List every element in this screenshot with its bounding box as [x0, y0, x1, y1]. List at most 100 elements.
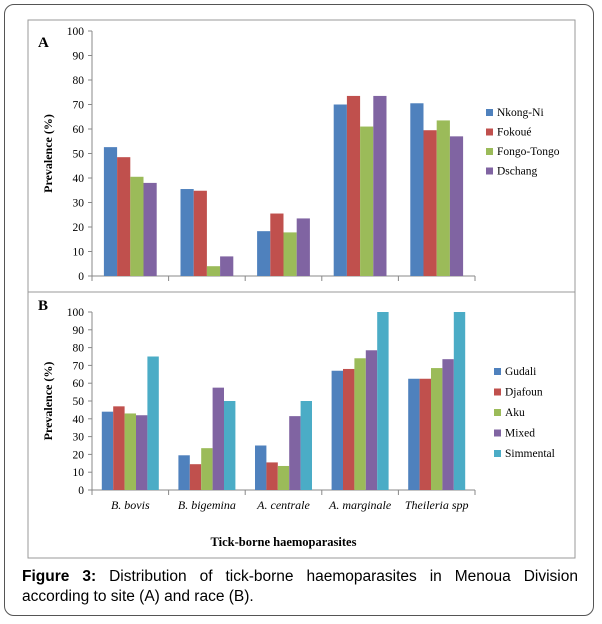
panel-a-y-tick-label: 30 — [73, 198, 85, 210]
panel-a-bar — [423, 130, 437, 276]
panel-a-y-tick-label: 40 — [73, 173, 85, 185]
panel-b-y-tick-label: 40 — [73, 414, 85, 426]
panel-b-bar — [212, 387, 224, 490]
panel-a-y-tick-label: 50 — [73, 149, 85, 161]
panel-b-legend-label: Djafoun — [505, 387, 543, 399]
panel-b-legend-label: Aku — [505, 407, 525, 419]
panel-b-bar — [419, 378, 431, 490]
panel-b-y-tick-label: 10 — [73, 467, 85, 479]
panel-b-bar — [147, 356, 159, 490]
panel-a-legend-label: Dschang — [497, 166, 537, 178]
panel-b-legend-label: Mixed — [505, 428, 535, 440]
panel-b-bar — [136, 415, 148, 490]
figure-caption: Figure 3: Distribution of tick-borne hae… — [22, 567, 578, 607]
panel-b-y-axis-label: Prevalence (%) — [41, 362, 55, 441]
panel-a-bar — [373, 95, 387, 276]
panel-a-bar — [333, 104, 347, 276]
panel-a-y-tick-label: 60 — [73, 124, 85, 136]
panel-a-bar — [220, 256, 234, 276]
panel-a-y-tick-label: 100 — [67, 26, 85, 38]
panel-b-bar — [431, 368, 443, 490]
panel-b-legend-swatch — [494, 450, 501, 457]
panel-b-bar — [224, 401, 236, 490]
panel-a-y-tick-label: 0 — [78, 271, 84, 283]
panel-b-bar — [408, 378, 420, 490]
panel-a-bar — [449, 136, 464, 276]
panel-a-y-axis-label: Prevalence (%) — [41, 114, 55, 193]
panel-b-bar — [266, 462, 278, 490]
panel-b-bar — [365, 350, 378, 490]
panel-a-bar — [257, 231, 271, 276]
panel-b-bar — [354, 358, 366, 490]
panel-b-bar — [331, 370, 343, 490]
panel-b-legend-swatch — [494, 388, 501, 396]
panel-b-bar — [201, 448, 213, 490]
panel-a-legend-swatch — [486, 167, 493, 175]
panel-b-y-tick-label: 80 — [73, 343, 85, 355]
panel-b-bar — [377, 312, 389, 490]
panel-b-x-axis-label: Tick-borne haemoparasites — [211, 535, 357, 549]
panel-b-bar — [343, 368, 355, 490]
panel-b-y-tick-label: 20 — [73, 449, 85, 461]
panel-b-x-tick-label: B. bovis — [111, 498, 150, 512]
panel-a-legend-swatch — [486, 128, 493, 136]
panel-b-legend-swatch — [494, 429, 501, 437]
panel-b-bar — [453, 312, 466, 490]
panel-b-y-tick-label: 0 — [78, 485, 84, 497]
panel-b-bar — [277, 465, 290, 490]
panel-a-bar — [270, 213, 284, 276]
panel-b-bar — [113, 406, 125, 490]
caption-label: Figure 3: — [22, 568, 97, 585]
panel-b-bar — [255, 445, 267, 490]
panel-a-bar — [436, 120, 450, 276]
panel-b-legend-label: Simmental — [505, 448, 555, 460]
panel-a-legend-label: Nkong-Ni — [497, 107, 544, 119]
panel-a-bar — [117, 157, 131, 276]
panel-b-letter: B — [38, 298, 48, 314]
panel-b-y-tick-label: 90 — [73, 325, 85, 337]
panel-a-legend-swatch — [486, 109, 493, 116]
panel-b-bar — [178, 455, 190, 490]
panel-b-x-tick-label: B. bigemina — [178, 498, 236, 512]
panel-b-y-tick-label: 60 — [73, 378, 85, 390]
panel-a-y-tick-label: 80 — [73, 75, 85, 87]
panel-b-legend-label: Gudali — [505, 366, 536, 378]
panel-b-y-tick-label: 70 — [73, 360, 85, 372]
panel-a-legend-label: Fokoué — [497, 127, 532, 139]
panel-b-y-tick-label: 30 — [73, 432, 85, 444]
panel-a-bar — [206, 266, 221, 276]
panel-a-bar — [296, 218, 310, 276]
panel-b-y-tick-label: 50 — [73, 396, 85, 408]
panel-a-legend-swatch — [486, 148, 493, 155]
panel-b-y-tick-label: 100 — [67, 307, 85, 319]
panel-b-bar — [289, 416, 301, 490]
panel-a-letter: A — [38, 35, 49, 51]
caption-text: Distribution of tick-borne haemoparasite… — [22, 568, 578, 605]
panel-a-bar — [103, 147, 118, 276]
panel-a-bar — [180, 189, 194, 276]
panel-a-bar — [360, 126, 374, 276]
panel-b-legend-swatch — [494, 368, 501, 375]
panel-b-bar — [189, 464, 202, 490]
panel-a-legend-label: Fongo-Tongo — [497, 146, 560, 158]
panel-a-bar — [143, 182, 157, 276]
panel-a-bar — [410, 103, 424, 277]
panel-a-bar — [346, 95, 361, 276]
chart-area-border — [27, 19, 576, 559]
panel-b-x-tick-label: A. marginale — [328, 498, 392, 512]
panel-a-bar — [193, 190, 207, 276]
panel-a-y-tick-label: 90 — [73, 51, 85, 63]
panel-b-bar — [124, 413, 136, 490]
figure-frame — [4, 4, 594, 616]
panel-b-bar — [101, 411, 114, 490]
panel-b-x-tick-label: Theileria spp — [405, 498, 469, 512]
panel-b-bar — [300, 401, 312, 490]
panel-a-y-tick-label: 70 — [73, 100, 85, 112]
panel-b-x-tick-label: A. centrale — [256, 498, 310, 512]
panel-a-y-tick-label: 10 — [73, 247, 85, 259]
panel-b-legend-swatch — [494, 409, 501, 416]
panel-b-bar — [442, 359, 454, 490]
panel-a-y-tick-label: 20 — [73, 222, 85, 234]
panel-a-bar — [283, 232, 297, 276]
